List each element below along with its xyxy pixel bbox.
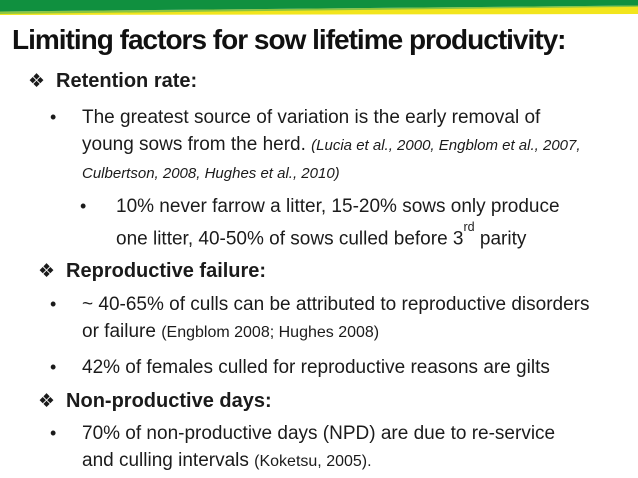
citation-text: (Lucia et al., 2000, Engblom et al., 200…	[82, 137, 581, 182]
bullet-item-culls-reproductive: • ~ 40-65% of culls can be attributed to…	[0, 291, 638, 346]
superscript-ordinal: rd	[463, 220, 475, 234]
dot-bullet-icon: •	[50, 423, 57, 444]
bullet-paragraph: 42% of females culled for reproductive r…	[82, 354, 550, 381]
dot-bullet-icon: •	[50, 294, 57, 315]
citation-text: (Koketsu, 2005).	[254, 453, 372, 471]
bullet-paragraph: The greatest source of variation is the …	[82, 104, 597, 187]
green-stripe	[0, 0, 638, 12]
top-accent-bar	[0, 0, 638, 15]
bullet-text: 10% never farrow a litter, 15-20% sows o…	[116, 196, 560, 250]
bullet-text: The greatest source of variation is the …	[82, 107, 541, 155]
section-heading-text: Reproductive failure:	[66, 260, 267, 283]
bullet-paragraph: 70% of non-productive days (NPD) are due…	[82, 420, 582, 475]
light-green-stripe	[0, 5, 638, 14]
slide-title: Limiting factors for sow lifetime produc…	[12, 24, 567, 55]
dot-bullet-icon: •	[50, 357, 57, 378]
bullet-text: 42% of females culled for reproductive r…	[82, 357, 550, 379]
section-heading-text: Retention rate:	[56, 70, 198, 92]
section-heading-non-productive-days: ❖ Non-productive days:	[0, 388, 638, 415]
dot-bullet-icon: •	[80, 196, 87, 216]
bullet-text: ~ 40-65% of culls can be attributed to r…	[82, 294, 590, 343]
diamond-bullet-icon: ❖	[28, 71, 46, 92]
bullet-paragraph: 10% never farrow a litter, 15-20% sows o…	[116, 193, 586, 252]
bullet-item-retention-variation: • The greatest source of variation is th…	[0, 104, 638, 187]
diamond-bullet-icon: ❖	[38, 261, 56, 283]
section-heading-reproductive-failure: ❖ Reproductive failure:	[0, 258, 638, 285]
bullet-paragraph: ~ 40-65% of culls can be attributed to r…	[82, 291, 597, 346]
diamond-bullet-icon: ❖	[38, 391, 56, 413]
bullet-text: 70% of non-productive days (NPD) are due…	[82, 423, 556, 472]
dot-bullet-icon: •	[50, 107, 57, 127]
bullet-item-npd: • 70% of non-productive days (NPD) are d…	[0, 420, 638, 475]
citation-text: (Engblom 2008; Hughes 2008)	[161, 324, 380, 342]
bullet-item-gilts: • 42% of females culled for reproductive…	[0, 354, 638, 381]
bullet-item-litter-stats: • 10% never farrow a litter, 15-20% sows…	[0, 193, 638, 252]
section-heading-text: Non-productive days:	[66, 390, 272, 413]
section-heading-retention-rate: ❖ Retention rate:	[0, 68, 638, 95]
bullet-text: parity	[474, 228, 527, 250]
